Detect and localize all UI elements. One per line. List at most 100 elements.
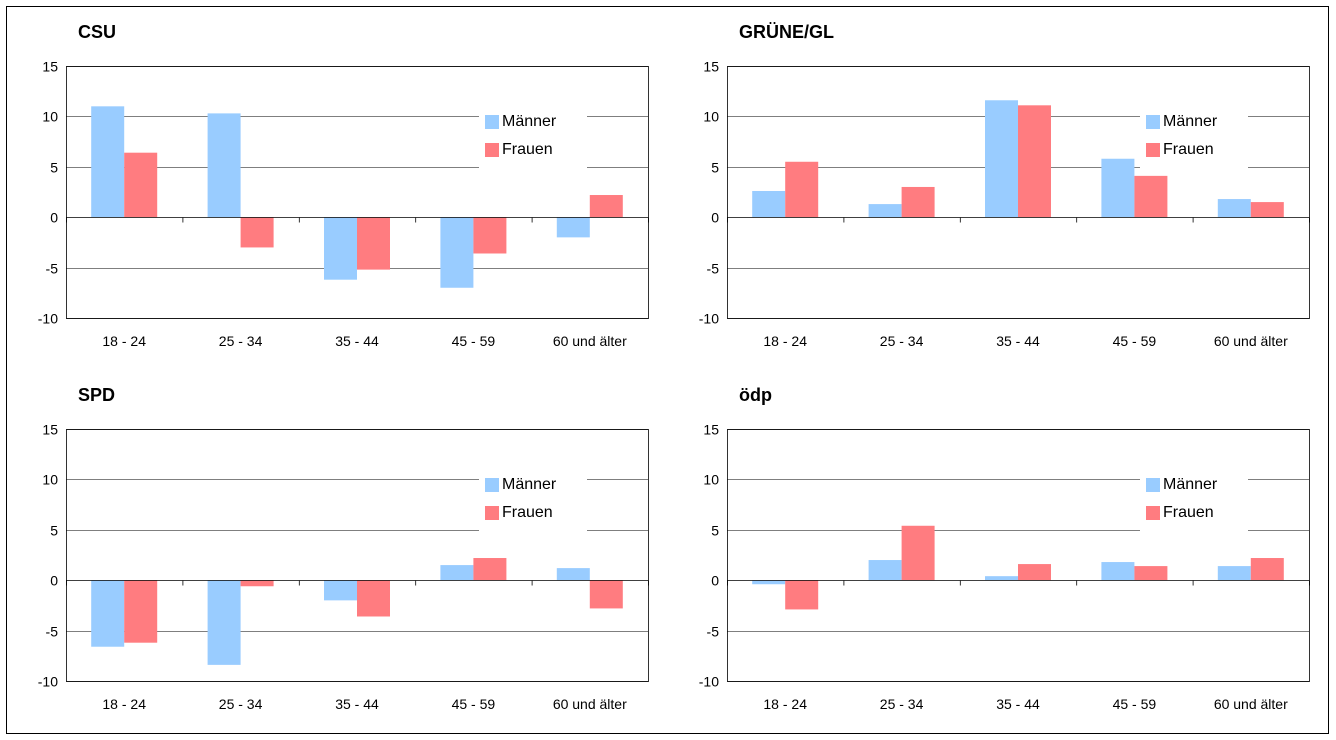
legend-swatch-maenner <box>485 478 499 492</box>
bar-frauen <box>1250 558 1284 581</box>
legend-item-maenner: Männer <box>485 474 556 496</box>
bar-frauen <box>589 195 623 218</box>
y-tick-label: 0 <box>711 573 719 589</box>
bar-maenner <box>91 580 125 647</box>
legend-item-maenner: Männer <box>485 111 556 133</box>
bar-frauen <box>1134 175 1168 218</box>
bar-maenner <box>556 217 590 238</box>
x-tick-label: 45 - 59 <box>1113 333 1157 349</box>
y-tick-label: -10 <box>699 674 719 690</box>
x-tick-label: 25 - 34 <box>219 696 263 712</box>
y-tick-label: 15 <box>703 59 719 75</box>
bar-maenner <box>207 580 241 665</box>
legend-item-maenner: Männer <box>1146 474 1217 496</box>
y-tick-label: 15 <box>42 422 58 438</box>
bar-maenner <box>440 217 474 288</box>
x-tick-label: 60 und älter <box>553 333 627 349</box>
bar-maenner <box>324 580 357 601</box>
x-tick-label: 35 - 44 <box>335 696 379 712</box>
x-tick-label: 35 - 44 <box>996 333 1040 349</box>
legend: Männer Frauen <box>1140 103 1248 171</box>
x-tick-label: 25 - 34 <box>880 333 924 349</box>
bar-frauen <box>785 580 819 610</box>
legend-label-frauen: Frauen <box>1163 141 1214 158</box>
legend-label-maenner: Männer <box>502 476 557 493</box>
legend-swatch-frauen <box>485 506 499 520</box>
y-tick-label: 10 <box>703 109 719 125</box>
y-tick-label: 5 <box>711 523 719 539</box>
chart-panel-spd: -10 -5 0 5 10 15 18 - 24 25 - 34 35 - 44 45 - 59 6… <box>7 370 668 733</box>
bar-maenner <box>752 580 786 585</box>
legend: Männer Frauen <box>1140 466 1248 534</box>
y-tick-label: 15 <box>42 59 58 75</box>
chart-panel-gruene: -10 -5 0 5 10 15 18 - 24 25 - 34 35 - 44 45 - 59 6… <box>668 7 1329 370</box>
x-tick-label: 18 - 24 <box>102 696 146 712</box>
legend-label-maenner: Männer <box>1163 476 1218 493</box>
legend-item-frauen: Frauen <box>485 139 553 161</box>
plot-area-border <box>727 66 1310 319</box>
y-tick-label: -5 <box>707 261 720 277</box>
y-tick-label: 5 <box>50 523 58 539</box>
bar-maenner <box>985 100 1018 218</box>
y-tick-label: -5 <box>707 624 720 640</box>
legend-swatch-maenner <box>485 115 499 129</box>
y-tick-label: 0 <box>50 573 58 589</box>
bar-frauen <box>240 217 274 248</box>
y-tick-label: 5 <box>50 160 58 176</box>
legend-swatch-maenner <box>1146 115 1160 129</box>
plot-area-border <box>66 66 649 319</box>
y-tick-label: -10 <box>38 311 58 327</box>
legend-item-frauen: Frauen <box>1146 502 1214 524</box>
bar-frauen <box>473 558 507 581</box>
bar-maenner <box>91 106 125 218</box>
legend-label-frauen: Frauen <box>1163 504 1214 521</box>
bar-maenner <box>1217 566 1251 581</box>
legend-swatch-maenner <box>1146 478 1160 492</box>
chart-svg-gruene: -10 -5 0 5 10 15 18 - 24 25 - 34 35 - 44 45 - 59 6… <box>699 59 1310 349</box>
x-tick-label: 25 - 34 <box>219 333 263 349</box>
y-tick-label: 10 <box>42 109 58 125</box>
legend: Männer Frauen <box>479 103 587 171</box>
y-tick-label: 0 <box>711 210 719 226</box>
legend-item-frauen: Frauen <box>1146 139 1214 161</box>
y-tick-label: 10 <box>703 472 719 488</box>
bar-frauen <box>1018 564 1051 581</box>
bar-maenner <box>207 113 241 218</box>
legend-swatch-frauen <box>1146 143 1160 157</box>
chart-frame: -10 -5 0 5 10 15 18 - 24 25 - 34 35 - 44 45 - 59 6… <box>6 6 1329 734</box>
legend-label-maenner: Männer <box>502 113 557 130</box>
bar-frauen <box>357 580 390 617</box>
x-tick-label: 45 - 59 <box>452 696 496 712</box>
y-tick-label: 10 <box>42 472 58 488</box>
bar-frauen <box>901 186 935 218</box>
y-tick-label: 15 <box>703 422 719 438</box>
chart-title: ödp <box>739 385 772 405</box>
x-tick-label: 45 - 59 <box>1113 696 1157 712</box>
y-tick-label: 5 <box>711 160 719 176</box>
x-tick-label: 45 - 59 <box>452 333 496 349</box>
y-tick-label: -5 <box>46 624 59 640</box>
plot-area-border <box>66 429 649 682</box>
y-tick-label: -10 <box>38 674 58 690</box>
bar-maenner <box>752 190 786 218</box>
bar-frauen <box>589 580 623 609</box>
bar-frauen <box>785 161 819 218</box>
bar-frauen <box>901 525 935 581</box>
y-tick-label: 0 <box>50 210 58 226</box>
legend-swatch-frauen <box>1146 506 1160 520</box>
bar-frauen <box>357 217 390 270</box>
chart-svg-oedp: -10 -5 0 5 10 15 18 - 24 25 - 34 35 - 44 45 - 59 6… <box>699 422 1310 712</box>
chart-panel-csu: -10 -5 0 5 10 15 18 - 24 25 - 34 35 - 44 45 - 59 6… <box>7 7 668 370</box>
legend-label-frauen: Frauen <box>502 504 553 521</box>
bar-frauen <box>473 217 507 254</box>
x-tick-label: 18 - 24 <box>102 333 146 349</box>
x-tick-label: 18 - 24 <box>763 696 807 712</box>
chart-svg-spd: -10 -5 0 5 10 15 18 - 24 25 - 34 35 - 44 45 - 59 6… <box>38 422 649 712</box>
plot-area-border <box>727 429 1310 682</box>
x-tick-label: 60 und älter <box>553 696 627 712</box>
x-tick-label: 25 - 34 <box>880 696 924 712</box>
legend: Männer Frauen <box>479 466 587 534</box>
chart-title: GRÜNE/GL <box>739 22 835 42</box>
bar-maenner <box>1101 562 1135 581</box>
chart-title: SPD <box>78 385 116 405</box>
